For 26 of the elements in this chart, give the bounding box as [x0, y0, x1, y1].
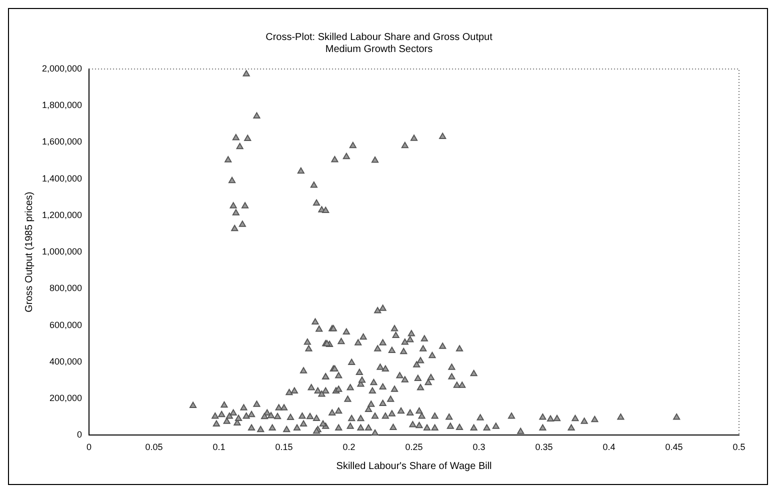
chart-title: Cross-Plot: Skilled Labour Share and Gross Output [266, 32, 493, 43]
y-tick-label: 400,000 [49, 356, 82, 366]
x-tick-label: 0.1 [212, 442, 226, 452]
x-tick-label: 0.25 [405, 442, 423, 452]
y-tick-label: 2,000,000 [42, 63, 82, 74]
x-tick-label: 0.45 [665, 442, 683, 452]
x-tick-label: 0.35 [535, 442, 553, 452]
x-tick-label: 0.15 [275, 442, 293, 452]
x-tick-label: 0.3 [472, 442, 486, 452]
x-axis-title: Skilled Labour's Share of Wage Bill [336, 460, 492, 472]
y-tick-label: 600,000 [49, 320, 82, 330]
y-tick-label: 1,400,000 [42, 173, 82, 184]
x-tick-label: 0.2 [342, 442, 356, 452]
x-tick-label: 0 [86, 442, 92, 452]
x-tick-label: 0.05 [145, 442, 163, 452]
x-tick-label: 0.5 [732, 442, 746, 452]
y-tick-label: 0 [77, 430, 82, 440]
y-tick-label: 200,000 [49, 393, 82, 404]
y-tick-label: 1,600,000 [42, 136, 82, 147]
y-tick-label: 800,000 [49, 283, 82, 294]
y-tick-label: 1,800,000 [42, 100, 82, 110]
chart-subtitle: Medium Growth Sectors [325, 44, 433, 55]
y-tick-label: 1,200,000 [42, 210, 82, 220]
x-tick-label: 0.4 [602, 442, 616, 452]
y-axis-title: Gross Output (1985 prices) [24, 192, 35, 312]
y-tick-label: 1,000,000 [42, 246, 82, 257]
